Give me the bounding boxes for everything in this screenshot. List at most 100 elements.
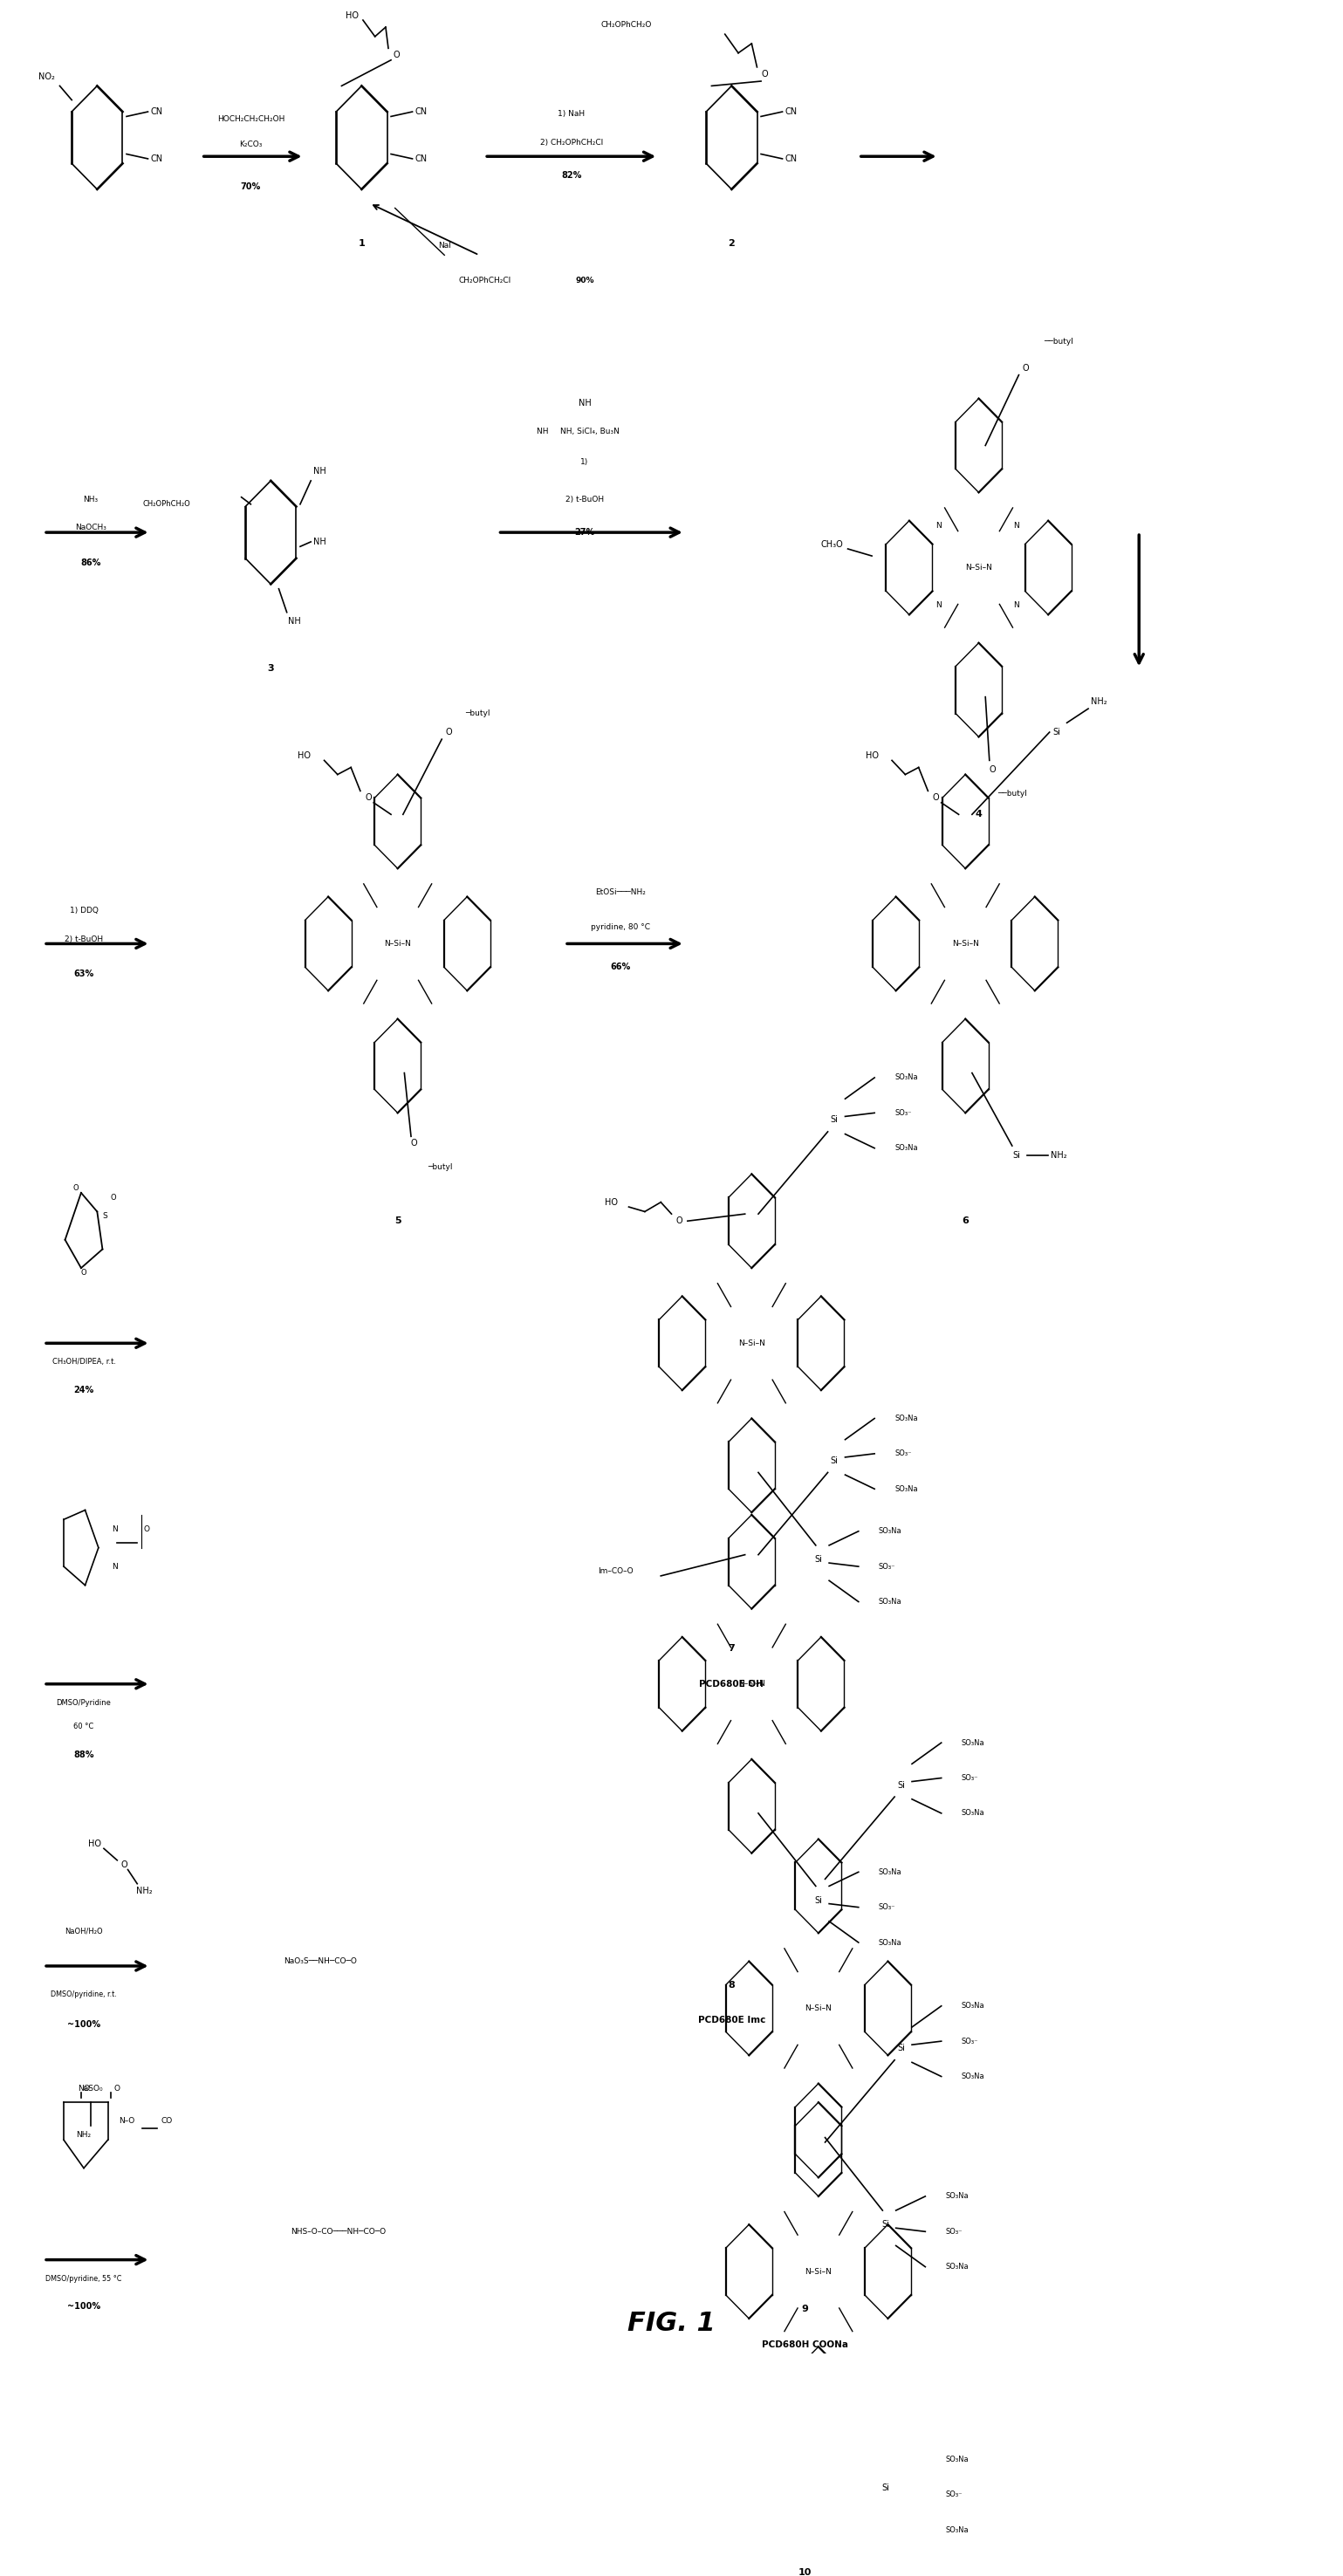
Text: NaOCH₃: NaOCH₃ [75, 523, 106, 531]
Text: ~100%: ~100% [67, 2020, 101, 2030]
Text: N–Si–N: N–Si–N [966, 564, 992, 572]
Text: N–Si–N: N–Si–N [739, 1680, 766, 1687]
Text: NH₂: NH₂ [1050, 1151, 1066, 1159]
Text: Si: Si [830, 1115, 838, 1123]
Text: N: N [936, 600, 941, 608]
Text: HOCH₂CH₂CH₂OH: HOCH₂CH₂CH₂OH [218, 116, 285, 124]
Text: ─butyl: ─butyl [428, 1162, 453, 1172]
Text: CN: CN [150, 108, 163, 116]
Text: NaI: NaI [438, 242, 451, 250]
Text: SO₃Na: SO₃Na [962, 2074, 984, 2081]
Text: CN: CN [415, 155, 427, 162]
Text: N: N [111, 1525, 117, 1533]
Text: O: O [121, 1860, 128, 1870]
Text: SO₃Na: SO₃Na [945, 2455, 968, 2463]
Text: NH₂: NH₂ [1091, 698, 1107, 706]
Text: K₂CO₃: K₂CO₃ [239, 142, 262, 149]
Text: N: N [1013, 600, 1019, 608]
Text: 2: 2 [728, 240, 735, 247]
Text: NaOH/H₂O: NaOH/H₂O [64, 1927, 103, 1935]
Text: 63%: 63% [74, 971, 94, 979]
Text: NH₃: NH₃ [83, 495, 98, 502]
Text: CH₂OPhCH₂O: CH₂OPhCH₂O [142, 500, 191, 507]
Text: 60 °C: 60 °C [74, 1723, 94, 1731]
Text: EtOSi───NH₂: EtOSi───NH₂ [595, 889, 646, 896]
Text: SO₃⁻: SO₃⁻ [962, 1775, 978, 1783]
Text: 10: 10 [798, 2568, 811, 2576]
Text: 2) t-BuOH: 2) t-BuOH [565, 495, 604, 502]
Text: ─butyl: ─butyl [466, 708, 490, 716]
Text: pyridine, 80 °C: pyridine, 80 °C [591, 922, 650, 930]
Text: Si: Si [881, 2483, 889, 2491]
Text: NaO₃S──NH─CO─O: NaO₃S──NH─CO─O [285, 1958, 357, 1965]
Text: NH: NH [579, 399, 591, 407]
Text: HO: HO [87, 1839, 101, 1847]
Text: SO₃Na: SO₃Na [878, 1528, 901, 1535]
Text: DMSO/pyridine, r.t.: DMSO/pyridine, r.t. [51, 1991, 117, 1999]
Text: SO₃Na: SO₃Na [878, 1940, 901, 1947]
Text: 24%: 24% [74, 1386, 94, 1394]
Text: O: O [110, 1193, 115, 1200]
Text: SO₃Na: SO₃Na [945, 2262, 968, 2272]
Text: DMSO/Pyridine: DMSO/Pyridine [56, 1698, 111, 1708]
Text: SO₃Na: SO₃Na [894, 1414, 917, 1422]
Text: O: O [365, 793, 372, 801]
Text: Si: Si [1053, 729, 1060, 737]
Text: 2) t-BuOH: 2) t-BuOH [64, 935, 103, 943]
Text: SO₃⁻: SO₃⁻ [894, 1450, 912, 1458]
Text: 82%: 82% [561, 170, 582, 180]
Text: O: O [761, 70, 768, 77]
Text: 9: 9 [802, 2306, 808, 2313]
Text: FIG. 1: FIG. 1 [627, 2311, 716, 2336]
Text: Si: Si [1013, 1151, 1019, 1159]
Text: ──butyl: ──butyl [1044, 337, 1073, 345]
Text: 1) NaH: 1) NaH [557, 111, 586, 118]
Text: SO₃Na: SO₃Na [894, 1484, 917, 1494]
Text: 8: 8 [728, 1981, 735, 1989]
Text: O: O [1022, 363, 1029, 374]
Text: ──butyl: ──butyl [998, 788, 1027, 796]
Text: Si: Si [897, 2043, 905, 2053]
Text: SO₃⁻: SO₃⁻ [962, 2038, 978, 2045]
Text: ~100%: ~100% [67, 2303, 101, 2311]
Text: NH: NH [313, 466, 326, 477]
Text: 2) CH₂OPhCH₂Cl: 2) CH₂OPhCH₂Cl [540, 139, 603, 147]
Text: SO₃Na: SO₃Na [945, 2527, 968, 2535]
Text: N: N [1013, 520, 1019, 528]
Text: NH: NH [289, 618, 301, 626]
Text: SO₃Na: SO₃Na [962, 1739, 984, 1747]
Text: O: O [114, 2084, 121, 2092]
Text: SO₃⁻: SO₃⁻ [945, 2228, 963, 2236]
Text: 66%: 66% [611, 963, 631, 971]
Text: SO₃⁻: SO₃⁻ [894, 1110, 912, 1118]
Text: O: O [411, 1139, 418, 1149]
Text: N–Si–N: N–Si–N [804, 2004, 831, 2012]
Text: SO₃Na: SO₃Na [962, 1808, 984, 1816]
Text: CH₂OPhCH₂Cl: CH₂OPhCH₂Cl [458, 278, 510, 286]
Text: NH: NH [313, 538, 326, 546]
Text: NO₂: NO₂ [38, 72, 55, 80]
Text: 1): 1) [580, 459, 588, 466]
Text: CH₃O: CH₃O [821, 541, 843, 549]
Text: 70%: 70% [240, 183, 261, 191]
Text: N: N [936, 520, 941, 528]
Text: SO₃⁻: SO₃⁻ [878, 1564, 896, 1571]
Text: Si: Si [830, 1455, 838, 1466]
Text: 86%: 86% [81, 559, 101, 567]
Text: SO₃Na: SO₃Na [945, 2192, 968, 2200]
Text: SO₃⁻: SO₃⁻ [945, 2491, 963, 2499]
Text: NHS–O–CO───NH─CO─O: NHS–O–CO───NH─CO─O [291, 2228, 385, 2236]
Text: 3: 3 [267, 665, 274, 672]
Text: N–Si–N: N–Si–N [384, 940, 411, 948]
Text: O: O [932, 793, 939, 801]
Text: HO: HO [298, 752, 310, 760]
Text: SO₃Na: SO₃Na [894, 1144, 917, 1151]
Text: N: N [111, 1564, 117, 1571]
Text: HO: HO [346, 10, 359, 21]
Text: CN: CN [415, 108, 427, 116]
Text: HO: HO [865, 752, 878, 760]
Text: O: O [144, 1525, 149, 1533]
Text: N–Si–N: N–Si–N [739, 1340, 766, 1347]
Text: O: O [73, 1185, 79, 1193]
Text: DMSO/pyridine, 55 °C: DMSO/pyridine, 55 °C [46, 2275, 122, 2282]
